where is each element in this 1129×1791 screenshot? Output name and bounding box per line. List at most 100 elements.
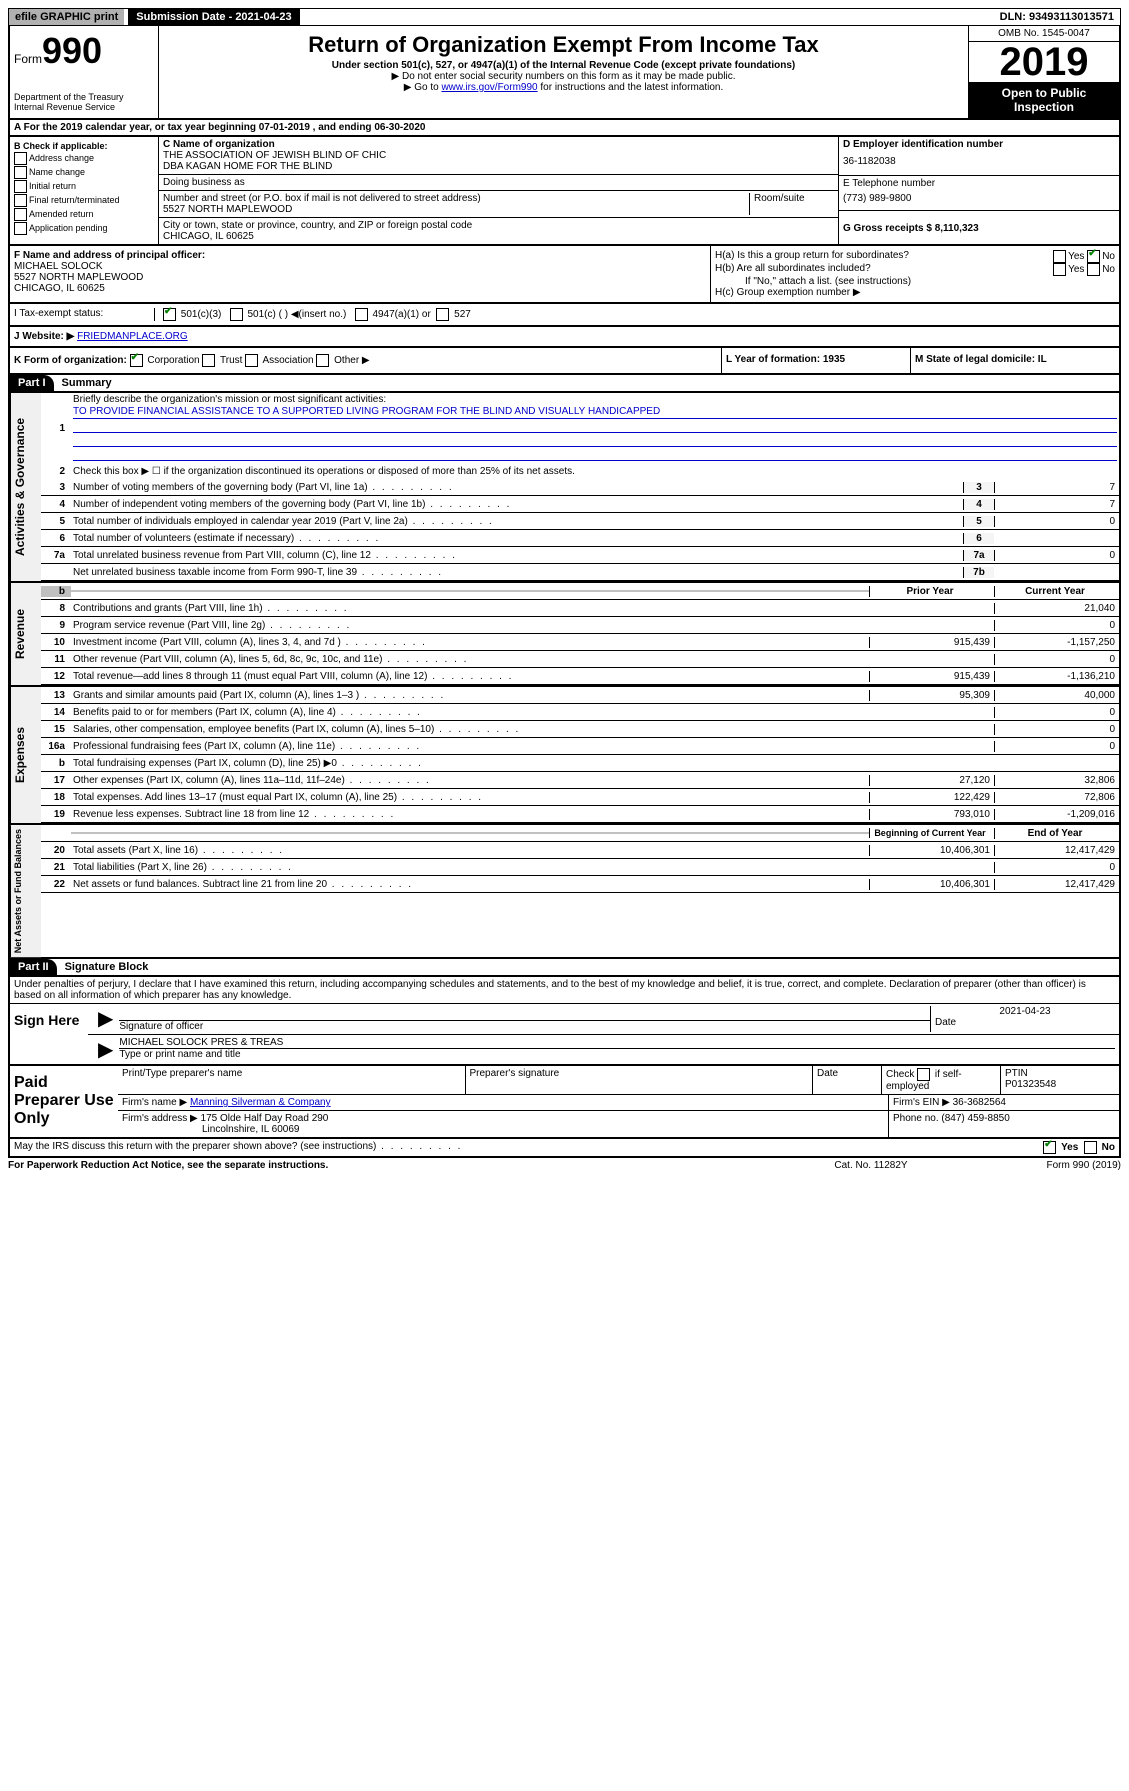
end-year-header: End of Year xyxy=(994,828,1119,839)
association-checkbox[interactable] xyxy=(245,354,258,367)
table-row: 5Total number of individuals employed in… xyxy=(41,513,1119,530)
dln-label: DLN: 93493113013571 xyxy=(994,9,1120,25)
firm-ein: 36-3682564 xyxy=(953,1097,1006,1108)
other-checkbox[interactable] xyxy=(316,354,329,367)
side-expenses: Expenses xyxy=(10,687,41,823)
table-row: 6Total number of volunteers (estimate if… xyxy=(41,530,1119,547)
hb-no-checkbox[interactable] xyxy=(1087,263,1100,276)
e-phone-label: E Telephone number xyxy=(843,178,1115,189)
amended-return-checkbox[interactable] xyxy=(14,208,27,221)
501c-checkbox[interactable] xyxy=(230,308,243,321)
dba-label: Doing business as xyxy=(163,177,245,188)
address-change-checkbox[interactable] xyxy=(14,152,27,165)
l-year-formation: L Year of formation: 1935 xyxy=(726,354,845,365)
website-row: J Website: ▶ FRIEDMANPLACE.ORG xyxy=(8,327,1121,348)
efile-label: efile GRAPHIC print xyxy=(9,9,124,25)
c-name-label: C Name of organization xyxy=(163,139,834,150)
table-row: 22Net assets or fund balances. Subtract … xyxy=(41,876,1119,893)
m-state-domicile: M State of legal domicile: IL xyxy=(915,354,1047,365)
hb-yes-checkbox[interactable] xyxy=(1053,263,1066,276)
self-employed-checkbox[interactable] xyxy=(917,1068,930,1081)
form-number: 990 xyxy=(42,30,102,72)
table-row: 19Revenue less expenses. Subtract line 1… xyxy=(41,806,1119,823)
table-row: 11Other revenue (Part VIII, column (A), … xyxy=(41,651,1119,668)
preparer-sig-label: Preparer's signature xyxy=(466,1066,814,1094)
527-checkbox[interactable] xyxy=(436,308,449,321)
website-link[interactable]: FRIEDMANPLACE.ORG xyxy=(77,331,188,342)
expenses-section: Expenses 13Grants and similar amounts pa… xyxy=(8,687,1121,825)
4947-checkbox[interactable] xyxy=(355,308,368,321)
firm-phone: (847) 459-8850 xyxy=(941,1113,1009,1124)
discuss-label: May the IRS discuss this return with the… xyxy=(14,1141,1043,1154)
note-goto-post: for instructions and the latest informat… xyxy=(540,82,723,93)
j-label: J Website: ▶ xyxy=(14,331,74,342)
sig-officer-label: Signature of officer xyxy=(119,1021,930,1032)
sign-date: 2021-04-23 xyxy=(935,1006,1115,1017)
officer-address: 5527 NORTH MAPLEWOOD CHICAGO, IL 60625 xyxy=(14,272,706,294)
table-row: 21Total liabilities (Part X, line 26)0 xyxy=(41,859,1119,876)
section-identity: B Check if applicable: Address change Na… xyxy=(8,137,1121,246)
sign-here-label: Sign Here xyxy=(10,1004,88,1064)
side-net-assets: Net Assets or Fund Balances xyxy=(10,825,41,957)
klm-row: K Form of organization: Corporation Trus… xyxy=(8,348,1121,375)
print-name-label: Type or print name and title xyxy=(119,1049,1115,1060)
initial-return-checkbox[interactable] xyxy=(14,180,27,193)
arrow-icon: ▶ xyxy=(92,1006,119,1032)
discuss-row: May the IRS discuss this return with the… xyxy=(8,1139,1121,1158)
table-row: Net unrelated business taxable income fr… xyxy=(41,564,1119,581)
table-row: 17Other expenses (Part IX, column (A), l… xyxy=(41,772,1119,789)
b-label: B Check if applicable: xyxy=(14,141,154,151)
side-revenue: Revenue xyxy=(10,583,41,685)
note-goto-pre: ▶ Go to xyxy=(404,82,442,93)
city-label: City or town, state or province, country… xyxy=(163,220,834,231)
discuss-no-checkbox[interactable] xyxy=(1084,1141,1097,1154)
submission-date-button[interactable]: Submission Date - 2021-04-23 xyxy=(128,9,299,25)
dept-label: Department of the Treasury Internal Reve… xyxy=(14,92,154,112)
tax-exempt-status-row: I Tax-exempt status: 501(c)(3) 501(c) ( … xyxy=(8,304,1121,327)
current-year-header: Current Year xyxy=(994,586,1119,597)
ha-yes-checkbox[interactable] xyxy=(1053,250,1066,263)
firm-address2: Lincolnshire, IL 60069 xyxy=(122,1124,884,1135)
table-row: 18Total expenses. Add lines 13–17 (must … xyxy=(41,789,1119,806)
net-assets-section: Net Assets or Fund Balances Beginning of… xyxy=(8,825,1121,959)
form-label: Form xyxy=(14,52,42,66)
form-title: Return of Organization Exempt From Incom… xyxy=(163,32,964,58)
top-bar: efile GRAPHIC print Submission Date - 20… xyxy=(8,8,1121,26)
501c3-checkbox[interactable] xyxy=(163,308,176,321)
footer-final: For Paperwork Reduction Act Notice, see … xyxy=(8,1158,1121,1173)
part2-title: Signature Block xyxy=(57,959,157,975)
form-subtitle: Under section 501(c), 527, or 4947(a)(1)… xyxy=(163,60,964,71)
beginning-year-header: Beginning of Current Year xyxy=(869,828,994,838)
firm-link[interactable]: Manning Silverman & Company xyxy=(190,1097,331,1108)
ptin-value: P01323548 xyxy=(1005,1079,1115,1090)
irs-link[interactable]: www.irs.gov/Form990 xyxy=(441,82,537,93)
name-change-checkbox[interactable] xyxy=(14,166,27,179)
prior-year-header: Prior Year xyxy=(869,586,994,597)
hc-label: H(c) Group exemption number ▶ xyxy=(715,287,1115,298)
discuss-yes-checkbox[interactable] xyxy=(1043,1141,1056,1154)
addr-label: Number and street (or P.O. box if mail i… xyxy=(163,193,749,204)
corporation-checkbox[interactable] xyxy=(130,354,143,367)
cat-number: Cat. No. 11282Y xyxy=(771,1160,971,1171)
paid-preparer-section: Paid Preparer Use Only Print/Type prepar… xyxy=(8,1066,1121,1139)
table-row: 7aTotal unrelated business revenue from … xyxy=(41,547,1119,564)
note-ssn: ▶ Do not enter social security numbers o… xyxy=(163,71,964,82)
street-address: 5527 NORTH MAPLEWOOD xyxy=(163,204,749,215)
table-row: 8Contributions and grants (Part VIII, li… xyxy=(41,600,1119,617)
hb-label: H(b) Are all subordinates included? xyxy=(715,263,1053,276)
governance-section: Activities & Governance 1 Briefly descri… xyxy=(8,393,1121,583)
final-return-checkbox[interactable] xyxy=(14,194,27,207)
phone-value: (773) 989-9800 xyxy=(843,189,1115,208)
ha-no-checkbox[interactable] xyxy=(1087,250,1100,263)
part1-badge: Part I xyxy=(10,375,54,391)
f-label: F Name and address of principal officer: xyxy=(14,250,706,261)
trust-checkbox[interactable] xyxy=(202,354,215,367)
open-inspection: Open to Public Inspection xyxy=(969,82,1119,118)
q1-label: Briefly describe the organization's miss… xyxy=(73,394,386,405)
paperwork-notice: For Paperwork Reduction Act Notice, see … xyxy=(8,1160,771,1171)
table-row: 15Salaries, other compensation, employee… xyxy=(41,721,1119,738)
application-pending-checkbox[interactable] xyxy=(14,222,27,235)
table-row: 9Program service revenue (Part VIII, lin… xyxy=(41,617,1119,634)
q2-label: Check this box ▶ ☐ if the organization d… xyxy=(71,465,1119,478)
officer-name: MICHAEL SOLOCK xyxy=(14,261,706,272)
